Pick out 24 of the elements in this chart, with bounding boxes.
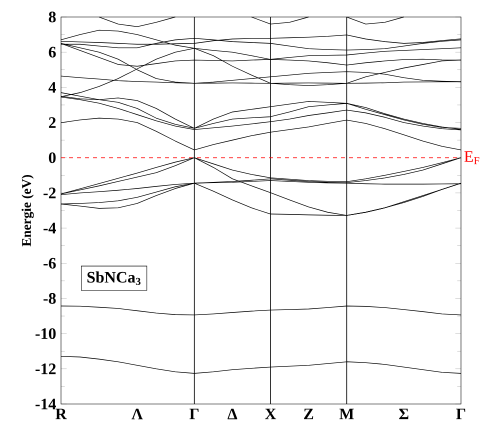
y-tick-label: -6 bbox=[44, 258, 56, 269]
y-tick-label: -12 bbox=[36, 364, 56, 374]
y-tick-label: 4 bbox=[48, 82, 56, 93]
x-tick-label: Z bbox=[304, 408, 314, 420]
ref-line-label: E$_{F}$ bbox=[464, 151, 480, 164]
x-tick-label: Λ bbox=[132, 408, 143, 420]
y-tick-label: -8 bbox=[44, 293, 56, 304]
x-tick-label: Δ bbox=[228, 408, 238, 420]
x-tick-label: Γ bbox=[456, 408, 466, 420]
y-tick-label: 2 bbox=[48, 117, 56, 128]
x-tick-label: R bbox=[56, 408, 67, 420]
y-tick-label: -14 bbox=[36, 398, 56, 410]
y-tick-label: -10 bbox=[36, 328, 56, 340]
x-tick-label: Σ bbox=[399, 408, 408, 420]
y-tick-label: 0 bbox=[48, 152, 56, 164]
y-tick-label: -4 bbox=[44, 222, 56, 234]
y-tick-label: 8 bbox=[48, 12, 56, 22]
y-axis-title: Energie (eV) bbox=[22, 174, 34, 246]
annotation: SbNCa$_{3}$ bbox=[87, 271, 140, 286]
y-tick-label: 6 bbox=[48, 46, 56, 58]
x-tick-label: Γ bbox=[190, 408, 199, 420]
x-tick-label: X bbox=[265, 408, 276, 420]
y-tick-label: -2 bbox=[44, 188, 56, 198]
x-tick-label: M bbox=[339, 408, 354, 420]
